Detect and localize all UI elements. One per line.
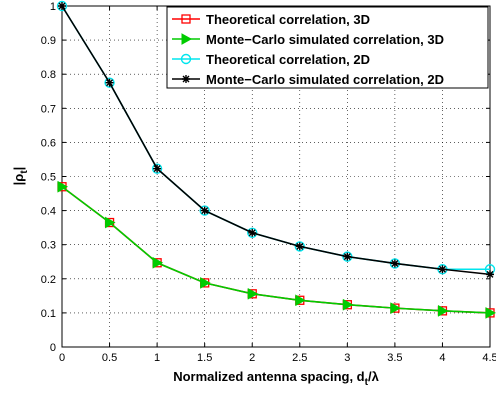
y-axis-label-sub: t: [19, 170, 30, 174]
series-line-1: [61, 186, 491, 314]
data-point-2-4: [247, 227, 258, 238]
data-point-1-7: [390, 302, 401, 314]
y-axis-label-main: |ρ: [11, 174, 26, 186]
x-tick-label: 3: [344, 352, 350, 364]
series-group: [56, 0, 496, 319]
data-point-3-7: [390, 259, 399, 268]
y-tick-label: 0.9: [41, 35, 56, 47]
data-point-2-3: [199, 205, 210, 216]
legend-entries: [172, 14, 200, 83]
x-tick-label: 1: [154, 352, 160, 364]
data-point-1-1: [105, 216, 116, 229]
x-tick-label: 4.5: [482, 352, 496, 364]
y-axis-label-tail: |: [11, 167, 26, 171]
x-tick-label: 2: [249, 352, 255, 364]
x-tick-label: 3.5: [387, 352, 402, 364]
data-point-2-1: [104, 77, 115, 88]
data-point-3-4: [248, 228, 257, 237]
legend-box: [166, 6, 489, 89]
data-point-3-9: [486, 270, 494, 279]
legend-marker-0: [181, 14, 191, 24]
data-point-3-5: [295, 242, 304, 251]
legend-label-1: Monte−Carlo simulated correlation, 3D: [206, 32, 444, 47]
y-tick-label: 0.6: [41, 137, 56, 149]
y-tick-label: 0.5: [41, 172, 56, 184]
y-tick-label: 0.7: [41, 103, 56, 115]
y-tick-label: 0.3: [41, 240, 56, 252]
y-tick-label: 0.2: [41, 274, 56, 286]
x-axis-label-sub: t: [365, 377, 369, 388]
data-point-3-8: [438, 265, 447, 274]
legend-label-3: Monte−Carlo simulated correlation, 2D: [206, 72, 444, 87]
data-point-3-6: [343, 252, 352, 261]
legend: Theoretical correlation, 3D Monte−Carlo …: [166, 6, 489, 89]
data-point-1-8: [437, 305, 449, 317]
x-tick-label: 1.5: [197, 352, 212, 364]
x-axis-label: Normalized antenna spacing, dt/λ: [173, 369, 379, 388]
data-point-1-0: [57, 180, 69, 193]
data-point-3-1: [105, 78, 114, 87]
data-point-3-0: [58, 2, 66, 10]
legend-marker-3: [182, 75, 190, 83]
data-point-1-2: [152, 256, 164, 269]
x-tick-label: 4: [439, 352, 445, 364]
x-tick-label: 2.5: [292, 352, 307, 364]
y-tick-label: 1: [50, 1, 56, 13]
data-point-1-5: [295, 294, 306, 307]
data-point-3-3: [200, 206, 209, 215]
series-line-3: [61, 5, 491, 276]
legend-marker-1: [181, 33, 193, 45]
x-tick-label: 0.5: [102, 352, 117, 364]
y-tick-label: 0.4: [41, 206, 56, 218]
x-axis-label-tail: /λ: [368, 369, 380, 384]
series-1: [57, 180, 496, 319]
data-point-2-0: [56, 0, 68, 12]
data-point-2-2: [151, 163, 163, 174]
data-point-2-5: [294, 241, 305, 252]
data-point-3-2: [153, 164, 162, 173]
y-tick-label: 0: [50, 342, 56, 354]
y-tick-label: 0.1: [41, 308, 56, 320]
y-tick-label: 0.8: [41, 69, 56, 81]
legend-label-0: Theoretical correlation, 3D: [206, 12, 370, 27]
x-tick-label: 0: [59, 352, 65, 364]
legend-marker-2: [180, 53, 192, 65]
data-point-1-9: [485, 307, 496, 319]
data-point-1-4: [247, 287, 259, 300]
y-axis-label: |ρt|: [11, 167, 30, 186]
x-axis-label-main: Normalized antenna spacing, d: [173, 369, 364, 384]
legend-label-2: Theoretical correlation, 2D: [206, 52, 370, 67]
data-point-1-6: [342, 298, 354, 311]
series-3: [58, 2, 494, 279]
data-point-1-3: [200, 277, 211, 289]
